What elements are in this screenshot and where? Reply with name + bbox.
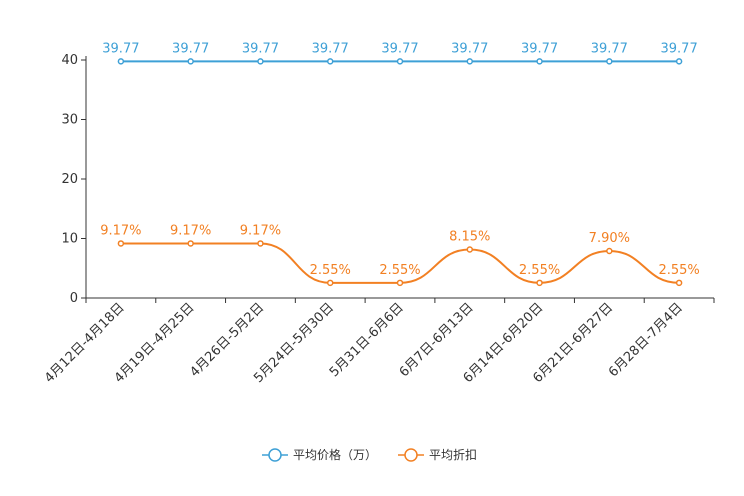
series-layer: 39.77 39.77 39.77 39.77 39.77 39.77 39.77 39.77… (100, 41, 700, 287)
y-tick-label: 20 (61, 172, 78, 187)
data-label: 39.77 (312, 41, 349, 56)
data-point (396, 279, 404, 287)
data-point (675, 279, 683, 287)
data-point (466, 246, 474, 253)
y-tick-label: 0 (70, 291, 78, 306)
data-point (396, 58, 404, 65)
data-point (466, 58, 474, 65)
data-label: 9.17% (100, 223, 141, 238)
data-label: 39.77 (242, 41, 279, 56)
data-point (536, 279, 543, 287)
data-label: 2.55% (658, 263, 699, 278)
y-tick-label: 40 (61, 53, 78, 68)
series-line (120, 242, 680, 284)
legend-marker (268, 448, 282, 462)
y-tick-label: 10 (61, 232, 78, 247)
x-tick-label: 5月31日-6月6日 (327, 300, 407, 380)
legend-label: 平均折扣 (429, 447, 477, 462)
data-point (606, 58, 613, 65)
data-point (606, 247, 613, 255)
data-label: 39.77 (102, 41, 139, 56)
data-label: 8.15% (449, 230, 490, 245)
data-point (187, 58, 194, 65)
data-label: 2.55% (519, 263, 560, 278)
data-point (536, 58, 543, 65)
data-point (117, 240, 125, 247)
y-tick-label: 30 (61, 113, 78, 128)
data-label: 39.77 (451, 41, 488, 56)
data-point (675, 58, 683, 65)
data-label: 9.17% (170, 223, 211, 238)
axes: 0102030404月12日-4月18日4月19日-4月25日4月26日-5月2… (42, 53, 715, 386)
data-label: 39.77 (381, 41, 418, 56)
data-label: 2.55% (379, 263, 420, 278)
data-label: 39.77 (661, 41, 698, 56)
x-tick-label: 6月28日-7月4日 (606, 300, 686, 380)
data-label: 9.17% (240, 223, 281, 238)
data-point (326, 279, 334, 287)
data-point (187, 240, 194, 247)
x-tick-label: 6月7日-6月13日 (397, 300, 477, 380)
data-label: 39.77 (172, 41, 209, 56)
legend-marker (404, 448, 418, 462)
legend: 平均价格（万） 平均折扣 (262, 447, 477, 462)
data-point (257, 240, 264, 247)
data-label: 2.55% (310, 263, 351, 278)
data-label: 7.90% (589, 231, 630, 246)
legend-label: 平均价格（万） (293, 447, 377, 462)
data-point (117, 58, 125, 65)
data-point (326, 58, 334, 65)
x-tick-label: 4月26日-5月2日 (187, 300, 267, 380)
data-label: 39.77 (521, 41, 558, 56)
data-point (257, 58, 264, 65)
data-label: 39.77 (591, 41, 628, 56)
